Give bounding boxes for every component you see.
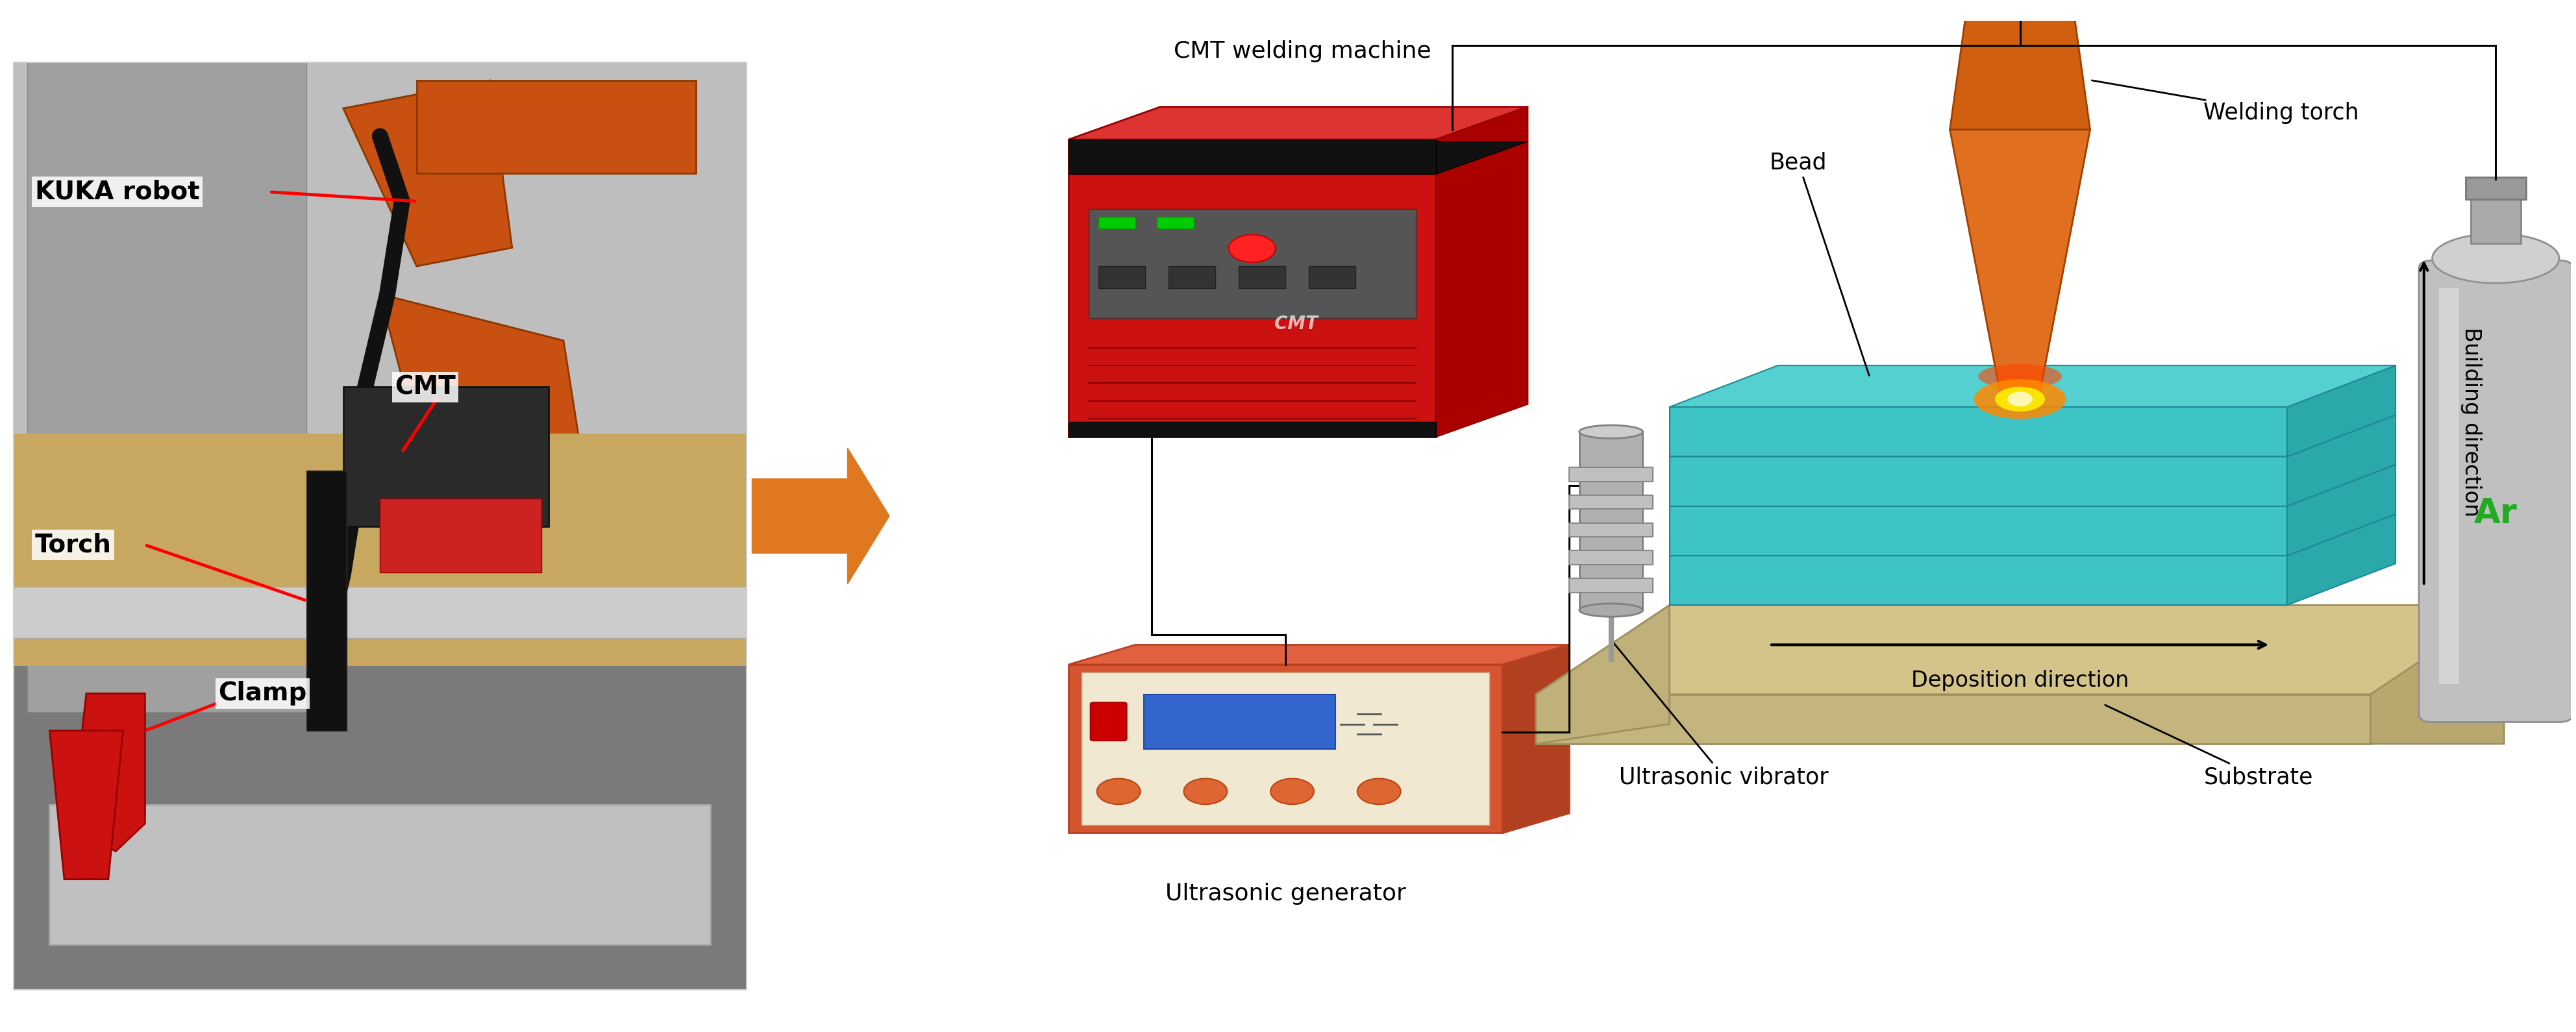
Text: Bead: Bead	[1770, 152, 1870, 376]
Text: CMT welding machine: CMT welding machine	[1175, 40, 1430, 62]
FancyBboxPatch shape	[2419, 260, 2573, 722]
FancyBboxPatch shape	[1157, 217, 1193, 229]
FancyBboxPatch shape	[1069, 665, 1502, 833]
FancyBboxPatch shape	[1069, 139, 1435, 174]
FancyBboxPatch shape	[1170, 266, 1216, 288]
Polygon shape	[1069, 645, 1569, 665]
Circle shape	[1097, 778, 1141, 804]
FancyBboxPatch shape	[1090, 702, 1126, 741]
FancyBboxPatch shape	[2465, 178, 2527, 199]
FancyBboxPatch shape	[2439, 288, 2460, 684]
Text: Ar: Ar	[2473, 496, 2517, 530]
Polygon shape	[1669, 555, 2287, 605]
Text: Deposition direction: Deposition direction	[1911, 670, 2128, 691]
FancyBboxPatch shape	[1569, 578, 1654, 592]
Text: Clamp: Clamp	[219, 681, 307, 706]
Ellipse shape	[1994, 387, 2045, 412]
Polygon shape	[2370, 605, 2504, 744]
Text: CMT: CMT	[394, 375, 456, 399]
Text: Welding torch: Welding torch	[2092, 80, 2360, 124]
Ellipse shape	[1579, 604, 1643, 617]
Polygon shape	[1669, 415, 2396, 456]
FancyBboxPatch shape	[13, 586, 747, 638]
Polygon shape	[1069, 107, 1528, 139]
Polygon shape	[343, 80, 513, 266]
FancyBboxPatch shape	[343, 387, 549, 526]
Text: Ultrasonic generator: Ultrasonic generator	[1164, 882, 1406, 905]
Polygon shape	[1435, 107, 1528, 437]
Ellipse shape	[2007, 392, 2032, 407]
FancyBboxPatch shape	[1309, 266, 1355, 288]
FancyBboxPatch shape	[2470, 194, 2522, 244]
FancyBboxPatch shape	[1082, 673, 1489, 826]
Polygon shape	[1669, 365, 2396, 407]
Polygon shape	[1535, 605, 1669, 744]
FancyBboxPatch shape	[28, 62, 307, 712]
Circle shape	[1229, 234, 1275, 262]
Polygon shape	[49, 731, 124, 879]
Text: Torch: Torch	[36, 533, 111, 557]
Polygon shape	[2287, 464, 2396, 555]
FancyBboxPatch shape	[1569, 523, 1654, 537]
FancyBboxPatch shape	[1579, 431, 1643, 610]
Circle shape	[1358, 778, 1401, 804]
FancyBboxPatch shape	[1569, 495, 1654, 509]
FancyArrow shape	[752, 448, 889, 584]
Polygon shape	[1535, 605, 2504, 695]
Polygon shape	[72, 694, 144, 851]
FancyBboxPatch shape	[1569, 467, 1654, 481]
Polygon shape	[2287, 365, 2396, 456]
FancyBboxPatch shape	[307, 471, 348, 731]
Circle shape	[1270, 778, 1314, 804]
Polygon shape	[1950, 130, 2089, 392]
FancyBboxPatch shape	[13, 433, 747, 666]
FancyBboxPatch shape	[381, 498, 541, 573]
Circle shape	[1185, 778, 1226, 804]
Text: CMT: CMT	[1275, 315, 1319, 333]
FancyBboxPatch shape	[1569, 551, 1654, 565]
Polygon shape	[1669, 506, 2287, 555]
Polygon shape	[1669, 514, 2396, 555]
FancyBboxPatch shape	[1097, 217, 1136, 229]
Text: KUKA robot: KUKA robot	[36, 180, 198, 204]
Polygon shape	[1069, 141, 1528, 174]
Polygon shape	[1535, 695, 2370, 744]
Text: Substrate: Substrate	[2105, 705, 2313, 788]
Ellipse shape	[2432, 233, 2558, 283]
Polygon shape	[1669, 456, 2287, 506]
Ellipse shape	[1973, 380, 2066, 419]
FancyBboxPatch shape	[1069, 139, 1435, 437]
Polygon shape	[1669, 464, 2396, 506]
Polygon shape	[1502, 645, 1569, 833]
FancyBboxPatch shape	[417, 80, 696, 173]
Polygon shape	[1950, 0, 2089, 130]
FancyBboxPatch shape	[1097, 266, 1146, 288]
Ellipse shape	[1579, 425, 1643, 439]
Ellipse shape	[1978, 364, 2061, 389]
FancyBboxPatch shape	[49, 805, 711, 944]
FancyBboxPatch shape	[13, 62, 747, 433]
Polygon shape	[2287, 514, 2396, 605]
Text: Ultrasonic vibrator: Ultrasonic vibrator	[1613, 641, 1829, 788]
FancyBboxPatch shape	[13, 62, 747, 991]
Polygon shape	[1669, 407, 2287, 456]
FancyBboxPatch shape	[1239, 266, 1285, 288]
Text: Building direction: Building direction	[2460, 327, 2483, 517]
FancyBboxPatch shape	[1069, 422, 1435, 437]
FancyBboxPatch shape	[1090, 208, 1417, 318]
Polygon shape	[2287, 415, 2396, 506]
Polygon shape	[381, 294, 585, 480]
FancyBboxPatch shape	[1144, 695, 1334, 749]
